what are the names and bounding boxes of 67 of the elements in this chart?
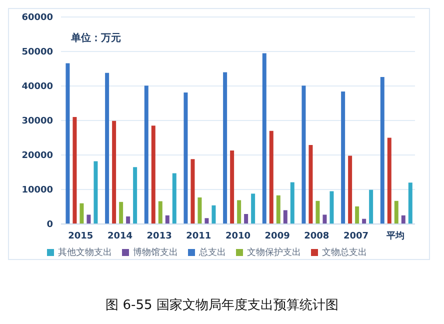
legend-label: 总支出	[199, 248, 226, 258]
bar	[72, 117, 77, 224]
bar	[283, 210, 288, 224]
x-tick-label: 2007	[343, 231, 369, 242]
x-tick-label: 2011	[186, 231, 212, 242]
x-tick-label: 2013	[146, 231, 172, 242]
bar	[119, 202, 124, 224]
bar	[237, 200, 242, 224]
x-tick-label: 2009	[264, 231, 290, 242]
bar	[341, 92, 346, 224]
bar	[94, 161, 98, 224]
bar	[112, 120, 116, 224]
bar	[348, 156, 352, 224]
bar	[158, 201, 162, 224]
bar	[380, 77, 384, 224]
bar	[230, 150, 234, 224]
bar	[126, 216, 130, 224]
bar	[316, 200, 320, 224]
bar	[330, 191, 334, 224]
bar	[105, 72, 110, 224]
annotation: 单位：万元	[71, 32, 121, 45]
y-tick-label: 30000	[22, 116, 53, 127]
x-tick-label: 平均	[385, 230, 404, 242]
bar	[151, 126, 156, 224]
bar	[290, 182, 294, 224]
bar	[80, 203, 84, 224]
bar	[66, 63, 70, 224]
y-tick-label: 0	[46, 220, 53, 230]
bar	[355, 206, 360, 224]
bar	[251, 194, 256, 224]
bar	[198, 197, 202, 224]
x-tick-label: 2008	[304, 231, 330, 242]
bar	[322, 214, 327, 224]
bar	[302, 86, 306, 224]
text: 图 6-55 国家文物局年度支出预算统计图	[104, 297, 340, 314]
bar	[262, 53, 266, 224]
bar	[133, 167, 138, 224]
bar	[165, 215, 170, 224]
x-tick-label: 2010	[225, 231, 251, 242]
y-tick-label: 50000	[22, 48, 53, 58]
bar	[172, 173, 176, 224]
bar	[387, 138, 392, 224]
bar	[86, 214, 91, 224]
bar	[369, 190, 374, 224]
x-tick-label: 2015	[68, 231, 94, 242]
legend-label: 文物保护支出	[247, 248, 301, 258]
bar	[269, 130, 274, 224]
y-tick-label: 60000	[22, 13, 53, 24]
bar	[401, 215, 406, 224]
bar	[144, 86, 148, 224]
bar	[223, 72, 228, 224]
bar	[408, 182, 412, 224]
legend-label: 博物馆支出	[133, 248, 178, 258]
bar	[308, 144, 313, 224]
bar	[276, 195, 280, 224]
legend-label: 其他文物支出	[58, 248, 112, 258]
y-tick-label: 20000	[22, 151, 53, 162]
bar	[204, 218, 209, 224]
y-tick-label: 10000	[22, 186, 53, 196]
bar	[184, 92, 188, 224]
x-tick-label: 2014	[107, 231, 133, 242]
bar	[394, 200, 398, 224]
bar	[212, 205, 216, 224]
bar	[244, 214, 248, 224]
y-tick-label: 40000	[22, 82, 53, 92]
bar	[190, 159, 195, 224]
legend-label: 文物总支出	[322, 248, 367, 258]
